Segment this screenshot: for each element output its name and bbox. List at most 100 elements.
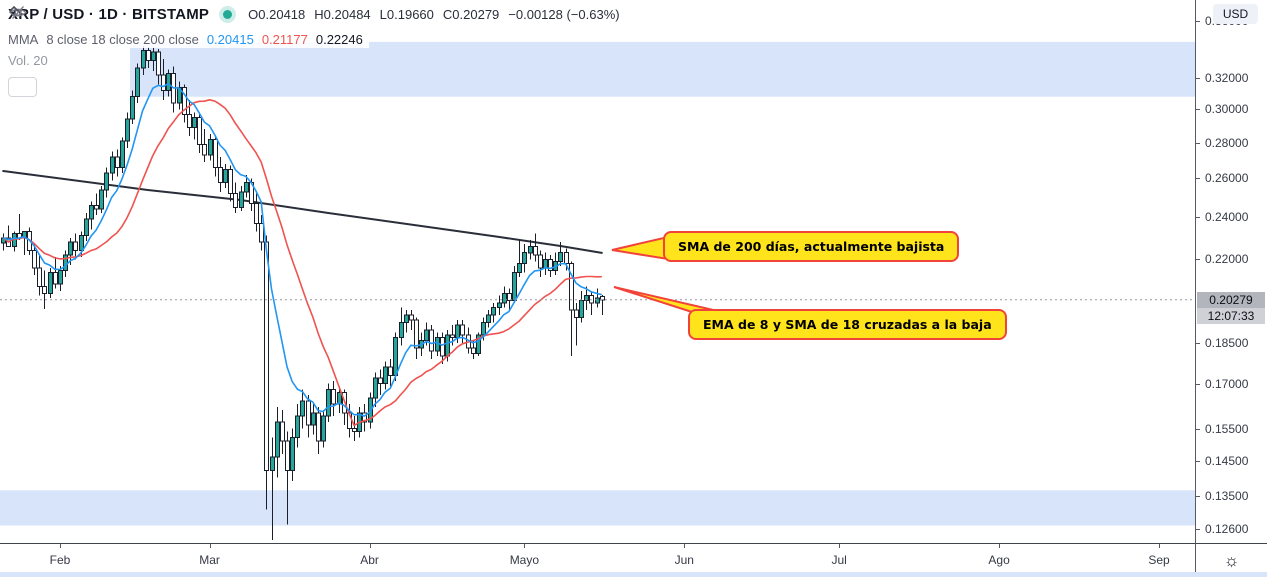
- candle[interactable]: [300, 389, 305, 429]
- candle[interactable]: [595, 288, 600, 308]
- candle[interactable]: [141, 46, 146, 76]
- candle[interactable]: [239, 186, 244, 212]
- candle[interactable]: [94, 193, 99, 216]
- candle[interactable]: [306, 395, 311, 438]
- symbol-legend-row[interactable]: XRP / USD · 1D · BITSTAMP O0.20418 H0.20…: [8, 5, 624, 24]
- candle[interactable]: [486, 310, 491, 328]
- callout-cross[interactable]: EMA de 8 y SMA de 18 cruzadas a la baja: [688, 309, 1007, 340]
- candle[interactable]: [507, 288, 512, 311]
- candle[interactable]: [600, 294, 605, 315]
- candle[interactable]: [156, 48, 161, 85]
- callout-sma200-tail[interactable]: [611, 235, 669, 261]
- candle[interactable]: [378, 369, 383, 396]
- candle[interactable]: [125, 112, 130, 148]
- candle[interactable]: [414, 317, 419, 359]
- candle[interactable]: [321, 410, 326, 448]
- candle[interactable]: [177, 81, 182, 110]
- price-axis[interactable]: USD 0.20279 12:07:33 0.360000.320000.300…: [1195, 0, 1267, 543]
- candle[interactable]: [502, 286, 507, 308]
- candle[interactable]: [404, 310, 409, 333]
- chart-canvas[interactable]: [0, 0, 1195, 543]
- candle[interactable]: [218, 156, 223, 192]
- candle[interactable]: [42, 270, 47, 309]
- candle[interactable]: [264, 235, 269, 510]
- candle[interactable]: [373, 372, 378, 408]
- candle[interactable]: [460, 320, 465, 343]
- candle[interactable]: [409, 310, 414, 330]
- candle[interactable]: [528, 239, 533, 260]
- candle[interactable]: [17, 214, 22, 240]
- candle[interactable]: [208, 134, 213, 161]
- candle[interactable]: [233, 182, 238, 214]
- gear-icon[interactable]: ☼: [1223, 551, 1240, 570]
- candle[interactable]: [192, 112, 197, 140]
- candle[interactable]: [429, 325, 434, 359]
- chart-pane[interactable]: XRP / USD · 1D · BITSTAMP O0.20418 H0.20…: [0, 0, 1195, 543]
- volume-legend-row[interactable]: Vol. 20: [8, 6, 56, 68]
- candle[interactable]: [110, 151, 115, 181]
- candle[interactable]: [579, 291, 584, 323]
- candle[interactable]: [311, 404, 316, 435]
- candle[interactable]: [543, 252, 548, 275]
- candle[interactable]: [73, 233, 78, 260]
- candle[interactable]: [383, 361, 388, 390]
- candle[interactable]: [553, 252, 558, 275]
- candle[interactable]: [213, 135, 218, 177]
- candle[interactable]: [197, 114, 202, 154]
- market-status-icon[interactable]: [223, 10, 233, 19]
- candle[interactable]: [6, 225, 11, 247]
- highlight-zone[interactable]: [0, 490, 1195, 526]
- candle[interactable]: [548, 254, 553, 278]
- candle[interactable]: [326, 383, 331, 423]
- callout-sma200[interactable]: SMA de 200 días, actualmente bajista: [663, 231, 960, 262]
- candle[interactable]: [244, 174, 249, 198]
- candle[interactable]: [115, 149, 120, 177]
- candle[interactable]: [533, 233, 538, 262]
- candle[interactable]: [362, 404, 367, 432]
- candle[interactable]: [285, 431, 290, 525]
- candle[interactable]: [440, 332, 445, 365]
- candle[interactable]: [331, 380, 336, 416]
- candle[interactable]: [48, 268, 53, 299]
- candle[interactable]: [104, 167, 109, 198]
- candle[interactable]: [146, 46, 151, 68]
- sma200-line[interactable]: [2, 170, 603, 254]
- candle[interactable]: [522, 244, 527, 273]
- currency-button[interactable]: USD: [1213, 4, 1258, 24]
- ema8-line[interactable]: [2, 82, 603, 417]
- candle[interactable]: [352, 416, 357, 441]
- time-axis[interactable]: Feb Mar Abr Mayo Jun Jul Ago Sep: [0, 543, 1195, 577]
- candle[interactable]: [512, 265, 517, 303]
- candle[interactable]: [270, 437, 275, 540]
- candle[interactable]: [130, 90, 135, 125]
- candle[interactable]: [135, 63, 140, 103]
- candle[interactable]: [290, 428, 295, 481]
- candle[interactable]: [399, 307, 404, 346]
- candle[interactable]: [280, 410, 285, 454]
- candle[interactable]: [574, 302, 579, 346]
- candle[interactable]: [1, 233, 6, 251]
- candle[interactable]: [223, 163, 228, 188]
- candle[interactable]: [12, 231, 17, 252]
- candle[interactable]: [32, 244, 37, 275]
- candle[interactable]: [202, 129, 207, 163]
- highlight-zone[interactable]: [130, 41, 1195, 97]
- candle[interactable]: [558, 242, 563, 266]
- candle[interactable]: [161, 59, 166, 100]
- collapse-legend-button[interactable]: [8, 5, 37, 97]
- sma18-line[interactable]: [2, 99, 602, 427]
- candle[interactable]: [517, 239, 522, 278]
- candle[interactable]: [22, 231, 27, 255]
- candle[interactable]: [476, 332, 481, 357]
- indicator-legend-row[interactable]: MMA 8 close 18 close 200 close 0.20415 0…: [8, 31, 369, 48]
- candle[interactable]: [37, 254, 42, 296]
- candle[interactable]: [151, 47, 156, 71]
- candle[interactable]: [316, 407, 321, 454]
- candle[interactable]: [120, 137, 125, 173]
- candle[interactable]: [569, 261, 574, 357]
- candle[interactable]: [584, 286, 589, 311]
- candle[interactable]: [84, 213, 89, 241]
- candle[interactable]: [182, 84, 187, 123]
- candle[interactable]: [388, 358, 393, 387]
- candle[interactable]: [228, 165, 233, 202]
